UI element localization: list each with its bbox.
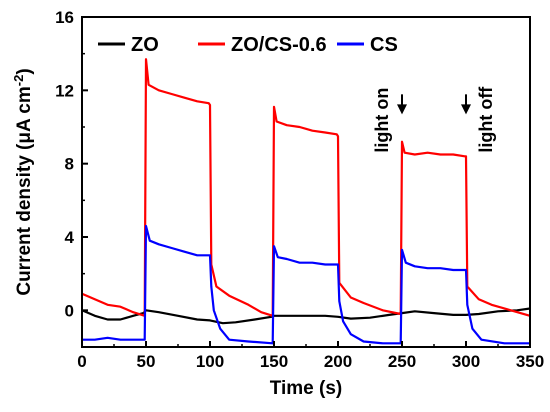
- annotation-label: light on: [372, 88, 392, 153]
- series-layer: [81, 58, 531, 345]
- x-axis-title: Time (s): [270, 378, 343, 399]
- series-line-cs: [82, 224, 530, 345]
- ticks-layer: 0 50 100 150 200 250 300 350 0 4 8 12 16: [55, 8, 544, 371]
- x-tick-label: 100: [196, 352, 224, 371]
- annotations: light on light off: [372, 86, 496, 153]
- annotation-label: light off: [476, 86, 496, 153]
- y-axis-title-close: ): [14, 68, 35, 74]
- y-tick-label: 12: [55, 81, 74, 100]
- series-line-zo-cs-0-6: [81, 58, 531, 317]
- x-tick-label: 150: [260, 352, 288, 371]
- x-tick-label: 300: [452, 352, 480, 371]
- x-tick-label: 350: [516, 352, 544, 371]
- y-tick-label: 4: [65, 228, 75, 247]
- x-tick-label: 0: [77, 352, 86, 371]
- y-tick-label: 16: [55, 8, 74, 27]
- annotation-arrow-head: [461, 104, 471, 115]
- y-axis-title-main: Current density (: [14, 143, 35, 296]
- y-tick-label: 0: [65, 301, 74, 320]
- y-axis-title-mu: μ: [14, 132, 35, 144]
- legend-label: CS: [370, 34, 398, 56]
- series-line-zo: [81, 307, 531, 325]
- y-axis-title-unit: A cm: [14, 86, 35, 132]
- x-tick-label: 250: [388, 352, 416, 371]
- plot-frame: [81, 16, 531, 348]
- x-tick-label: 50: [137, 352, 156, 371]
- y-tick-label: 8: [65, 155, 74, 174]
- legend-label: ZO: [131, 34, 159, 56]
- y-axis-title: Current density (μA cm-2): [11, 68, 35, 295]
- y-axis-title-exponent: -2: [11, 75, 26, 87]
- legend: ZO ZO/CS-0.6 CS: [98, 34, 398, 56]
- annotation-arrow-head: [397, 104, 407, 115]
- legend-label: ZO/CS-0.6: [231, 34, 327, 56]
- x-tick-label: 200: [324, 352, 352, 371]
